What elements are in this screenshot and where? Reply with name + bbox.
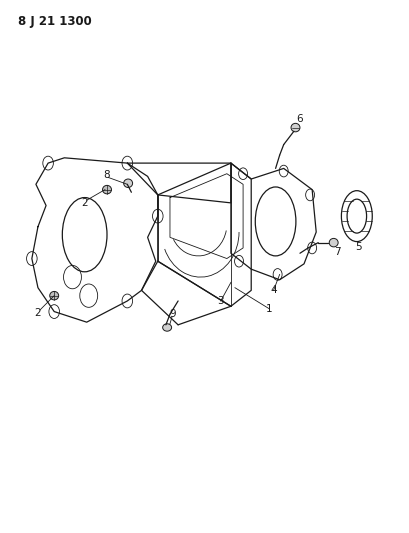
- Ellipse shape: [291, 123, 300, 132]
- Text: 4: 4: [270, 285, 277, 295]
- Text: 8 J 21 1300: 8 J 21 1300: [18, 14, 91, 28]
- Text: 5: 5: [355, 242, 362, 252]
- Text: 9: 9: [169, 309, 176, 319]
- Text: 7: 7: [335, 247, 341, 257]
- Text: 3: 3: [218, 296, 224, 306]
- Text: 2: 2: [81, 198, 88, 208]
- Text: 8: 8: [103, 170, 110, 180]
- Ellipse shape: [50, 292, 58, 300]
- Ellipse shape: [124, 179, 133, 188]
- Ellipse shape: [329, 238, 338, 247]
- Ellipse shape: [163, 324, 172, 331]
- Text: 1: 1: [266, 304, 273, 314]
- Ellipse shape: [103, 185, 112, 194]
- Text: 6: 6: [296, 114, 303, 124]
- Text: 2: 2: [35, 308, 41, 318]
